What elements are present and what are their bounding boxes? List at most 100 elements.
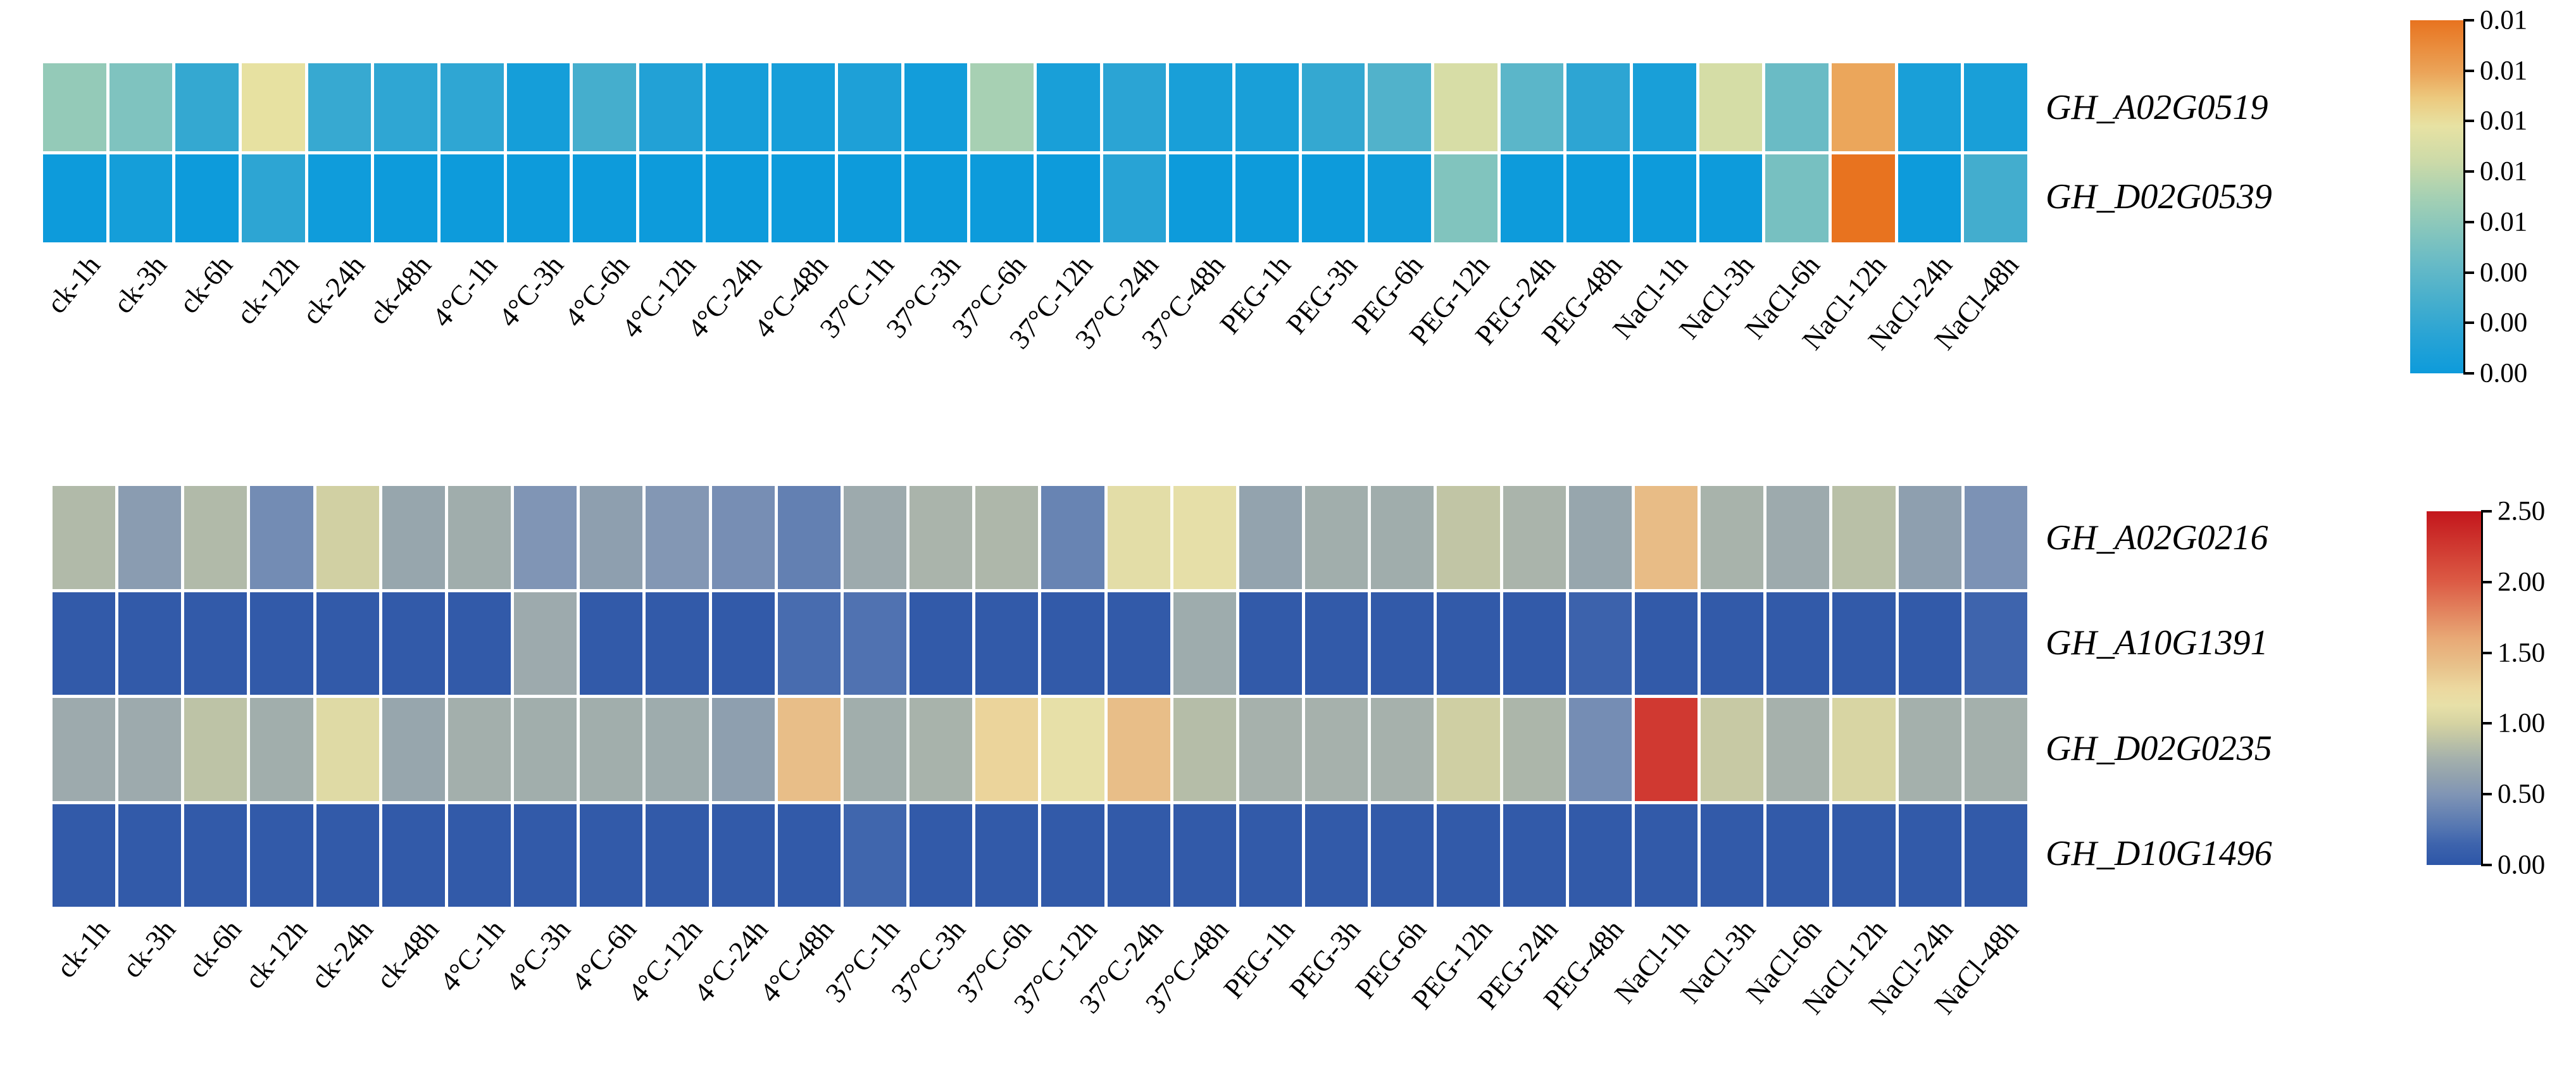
heatmap-cell (1766, 698, 1830, 801)
heatmap-cell (241, 154, 305, 242)
heatmap-cell (1305, 592, 1368, 695)
heatmap-cell (184, 592, 247, 695)
heatmap-cell (711, 486, 775, 589)
colorbar-tick (2481, 580, 2492, 583)
heatmap-cell (109, 154, 173, 242)
heatmap-cell (1041, 592, 1104, 695)
heatmap-cell (970, 63, 1034, 151)
heatmap-cell (1434, 63, 1497, 151)
heatmap-cell (573, 63, 636, 151)
heatmap-cell (1701, 486, 1764, 589)
heatmap-cell (904, 63, 968, 151)
heatmap-cell (241, 63, 305, 151)
x-axis-label: PEG-3h (1280, 249, 1363, 340)
heatmap-cell (1235, 63, 1299, 151)
heatmap-cell (1503, 698, 1566, 801)
heatmap-cell (1437, 804, 1500, 907)
heatmap-cell (910, 486, 973, 589)
heatmap-cell (646, 804, 709, 907)
heatmap-bottom-grid (53, 486, 2027, 907)
heatmap-cell (1107, 698, 1170, 801)
heatmap-cell (1898, 63, 1961, 151)
heatmap-cell (910, 592, 973, 695)
colorbar-tick-label: 0.00 (2480, 258, 2528, 288)
heatmap-cell (447, 486, 511, 589)
x-axis-label: ck-12h (230, 249, 305, 330)
heatmap-cell (184, 486, 247, 589)
heatmap-cell (843, 486, 907, 589)
heatmap-cell (250, 698, 313, 801)
heatmap-cell (975, 592, 1039, 695)
colorbar-tick (2481, 510, 2492, 513)
colorbar-tick-label: 1.50 (2498, 638, 2546, 668)
heatmap-cell (118, 698, 182, 801)
heatmap-cell (1239, 592, 1303, 695)
heatmap-cell (1305, 804, 1368, 907)
colorbar-gradient (2410, 20, 2465, 373)
heatmap-cell (777, 804, 841, 907)
colorbar-tick (2463, 170, 2474, 173)
heatmap-cell (1239, 804, 1303, 907)
heatmap-cell (777, 698, 841, 801)
heatmap-cell (1173, 698, 1236, 801)
heatmap-cell (1632, 154, 1696, 242)
heatmap-cell (308, 63, 372, 151)
x-axis-label: ck-48h (370, 914, 446, 995)
heatmap-cell (837, 154, 901, 242)
heatmap-cell (175, 63, 239, 151)
heatmap-cell (514, 592, 577, 695)
heatmap-cell (1566, 63, 1630, 151)
heatmap-cell (447, 592, 511, 695)
heatmap-cell (1169, 154, 1232, 242)
heatmap-cell (1831, 154, 1895, 242)
heatmap-cell (1568, 592, 1632, 695)
heatmap-cell (1832, 698, 1896, 801)
heatmap-cell (843, 804, 907, 907)
heatmap-cell (580, 486, 643, 589)
heatmap-cell (1898, 486, 1961, 589)
heatmap-cell (1036, 63, 1100, 151)
heatmap-cell (1701, 698, 1764, 801)
heatmap-cell (1103, 154, 1166, 242)
heatmap-cell (711, 698, 775, 801)
heatmap-cell (175, 154, 239, 242)
heatmap-cell (1434, 154, 1497, 242)
heatmap-cell (580, 698, 643, 801)
heatmap-cell (184, 804, 247, 907)
heatmap-cell (772, 63, 835, 151)
heatmap-cell (53, 804, 116, 907)
heatmap-cell (118, 486, 182, 589)
heatmap-cell (1500, 154, 1564, 242)
colorbar-tick (2463, 220, 2474, 223)
colorbar-tick-label: 0.00 (2480, 308, 2528, 338)
heatmap-cell (975, 698, 1039, 801)
heatmap-cell (1898, 804, 1961, 907)
heatmap-cell (1371, 804, 1434, 907)
heatmap-cell (1503, 804, 1566, 907)
colorbar-tick-label: 2.00 (2498, 567, 2546, 597)
colorbar-tick (2463, 321, 2474, 325)
heatmap-cell (514, 486, 577, 589)
heatmap-cell (1765, 63, 1829, 151)
heatmap-cell (1503, 486, 1566, 589)
heatmap-cell (440, 63, 504, 151)
heatmap-cell (250, 592, 313, 695)
x-axis-label: PEG-3h (1283, 914, 1367, 1005)
heatmap-cell (975, 486, 1039, 589)
x-axis-label: 4°C-1h (426, 249, 504, 333)
heatmap-cell (514, 804, 577, 907)
heatmap-cell (1107, 592, 1170, 695)
colorbar-gradient (2427, 511, 2483, 865)
colorbar-tick-label: 0.01 (2480, 5, 2528, 35)
heatmap-cell (1371, 698, 1434, 801)
heatmap-cell (1964, 698, 2027, 801)
x-axis-label: ck-1h (49, 914, 116, 984)
heatmap-cell (1831, 63, 1895, 151)
heatmap-cell (1173, 486, 1236, 589)
heatmap-cell (1766, 804, 1830, 907)
heatmap-cell (118, 804, 182, 907)
x-axis-label: ck-3h (106, 249, 173, 320)
heatmap-cell (374, 154, 437, 242)
x-axis-label: ck-6h (173, 249, 239, 320)
